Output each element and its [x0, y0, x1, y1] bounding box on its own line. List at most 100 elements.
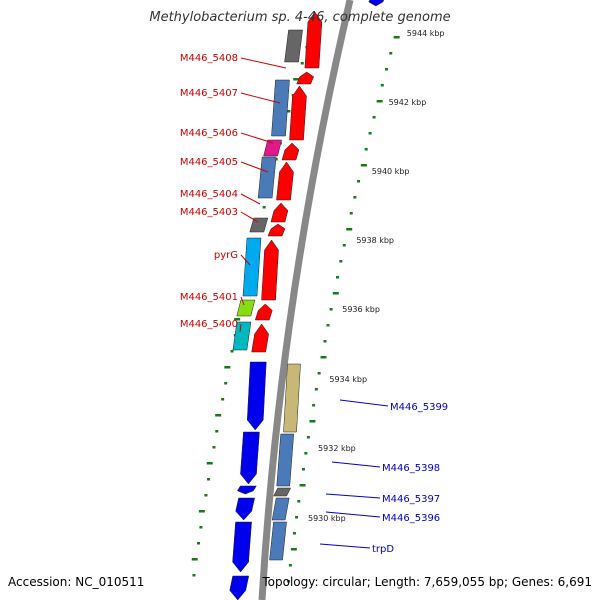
gene-block: [284, 29, 303, 63]
gc-tick: [198, 510, 205, 513]
gc-tick: [376, 100, 383, 103]
gc-tick: [191, 558, 198, 561]
gene-label-forward: M446_5406: [180, 128, 238, 139]
leader-line: [240, 211, 259, 223]
cds-arrow: [304, 11, 323, 69]
gc-tick: [290, 548, 297, 551]
gene-block: [257, 156, 277, 199]
leader-line: [240, 161, 269, 173]
leader-line: [325, 511, 381, 518]
cds-arrow: [261, 239, 279, 301]
gene-label-forward: M446_5404: [180, 189, 238, 200]
gc-tick: [304, 452, 308, 455]
page-title: Methylobacterium sp. 4-46, complete geno…: [149, 10, 451, 25]
gene-label-forward: M446_5407: [180, 88, 238, 99]
gc-tick: [368, 132, 372, 135]
gene-block: [276, 433, 295, 487]
cds-arrow: [236, 485, 257, 495]
leader-line: [240, 57, 287, 69]
gene-label-reverse: M446_5397: [382, 494, 440, 505]
leader-line: [239, 323, 242, 333]
gc-tick: [199, 526, 203, 529]
gc-tick: [215, 430, 219, 433]
gc-tick: [353, 196, 357, 199]
gc-tick: [212, 446, 216, 449]
leader-line: [240, 92, 281, 104]
cds-features: [229, 0, 385, 600]
cds-arrow: [251, 323, 269, 353]
leader-line: [319, 543, 371, 549]
cds-arrow: [240, 431, 260, 485]
gc-tick: [346, 228, 353, 231]
gene-label-forward: pyrG: [214, 250, 238, 261]
gc-tick: [323, 340, 327, 343]
kbp-ticks: 5944 kbp 5942 kbp 5940 kbp 5938 kbp 5936 kbp…: [308, 29, 445, 523]
gc-tick: [197, 542, 201, 545]
leader-line: [240, 132, 274, 144]
accession-text: Accession: NC_010511: [8, 575, 145, 589]
kbp-tick-label: 5936 kbp: [342, 305, 380, 314]
gc-tick: [312, 404, 316, 407]
cds-arrow: [229, 575, 250, 600]
leader-line: [331, 461, 381, 468]
gene-label-reverse: trpD: [372, 544, 394, 555]
gc-tick: [192, 574, 196, 577]
kbp-tick-label: 5942 kbp: [389, 98, 427, 107]
gc-tick: [295, 516, 299, 519]
gene-features: [232, 29, 303, 561]
gc-tick: [326, 324, 330, 327]
kbp-tick-label: 5938 kbp: [356, 236, 394, 245]
cds-arrow: [267, 223, 286, 237]
genome-backbone: [258, 0, 354, 600]
gc-tick: [342, 244, 346, 247]
gene-label-forward: M446_5403: [180, 207, 238, 218]
gc-tick: [224, 382, 228, 385]
gc-tick: [234, 318, 241, 321]
leader-line: [325, 493, 381, 499]
leader-line: [240, 193, 261, 205]
gc-tick: [215, 414, 222, 417]
cds-arrow: [232, 521, 252, 573]
gene-label-forward: M446_5405: [180, 157, 238, 168]
leader-line: [240, 254, 251, 266]
gene-block: [273, 487, 292, 497]
gene-block: [271, 79, 290, 137]
gc-tick: [297, 500, 301, 503]
gc-tick: [393, 36, 400, 39]
kbp-tick-label: 5932 kbp: [318, 444, 356, 453]
kbp-tick-label: 5930 kbp: [308, 514, 346, 523]
gc-tick: [292, 532, 296, 535]
gc-tick: [300, 62, 304, 65]
gc-tick: [274, 158, 278, 161]
gc-tick: [204, 494, 208, 497]
gc-tick: [221, 398, 225, 401]
gc-tick: [329, 308, 333, 311]
gene-block: [263, 139, 282, 157]
gc-tick: [349, 212, 353, 215]
cds-arrow: [368, 0, 385, 7]
topology-text: Topology: circular; Length: 7,659,055 bp…: [262, 575, 592, 589]
gc-tick: [332, 292, 339, 295]
gc-tick: [339, 260, 343, 263]
gene-label-reverse: M446_5396: [382, 513, 440, 524]
cds-arrow: [276, 161, 294, 201]
gc-tick: [286, 580, 290, 583]
leader-line: [339, 399, 389, 407]
cds-arrow: [281, 142, 300, 161]
gene-block: [271, 497, 290, 521]
gc-tick: [299, 484, 306, 487]
cds-arrow: [246, 361, 267, 431]
gc-tick: [360, 164, 367, 167]
cds-arrow: [270, 202, 289, 223]
gene-label-forward: M446_5400: [180, 319, 238, 330]
gene-block: [232, 321, 252, 351]
gc-tick: [309, 420, 316, 423]
gc-tick: [206, 462, 213, 465]
gc-tick: [262, 206, 266, 209]
gc-tick: [380, 84, 384, 87]
gc-tick: [357, 180, 361, 183]
gene-block: [283, 363, 301, 433]
gene-block: [236, 299, 256, 317]
gc-tick: [306, 436, 310, 439]
